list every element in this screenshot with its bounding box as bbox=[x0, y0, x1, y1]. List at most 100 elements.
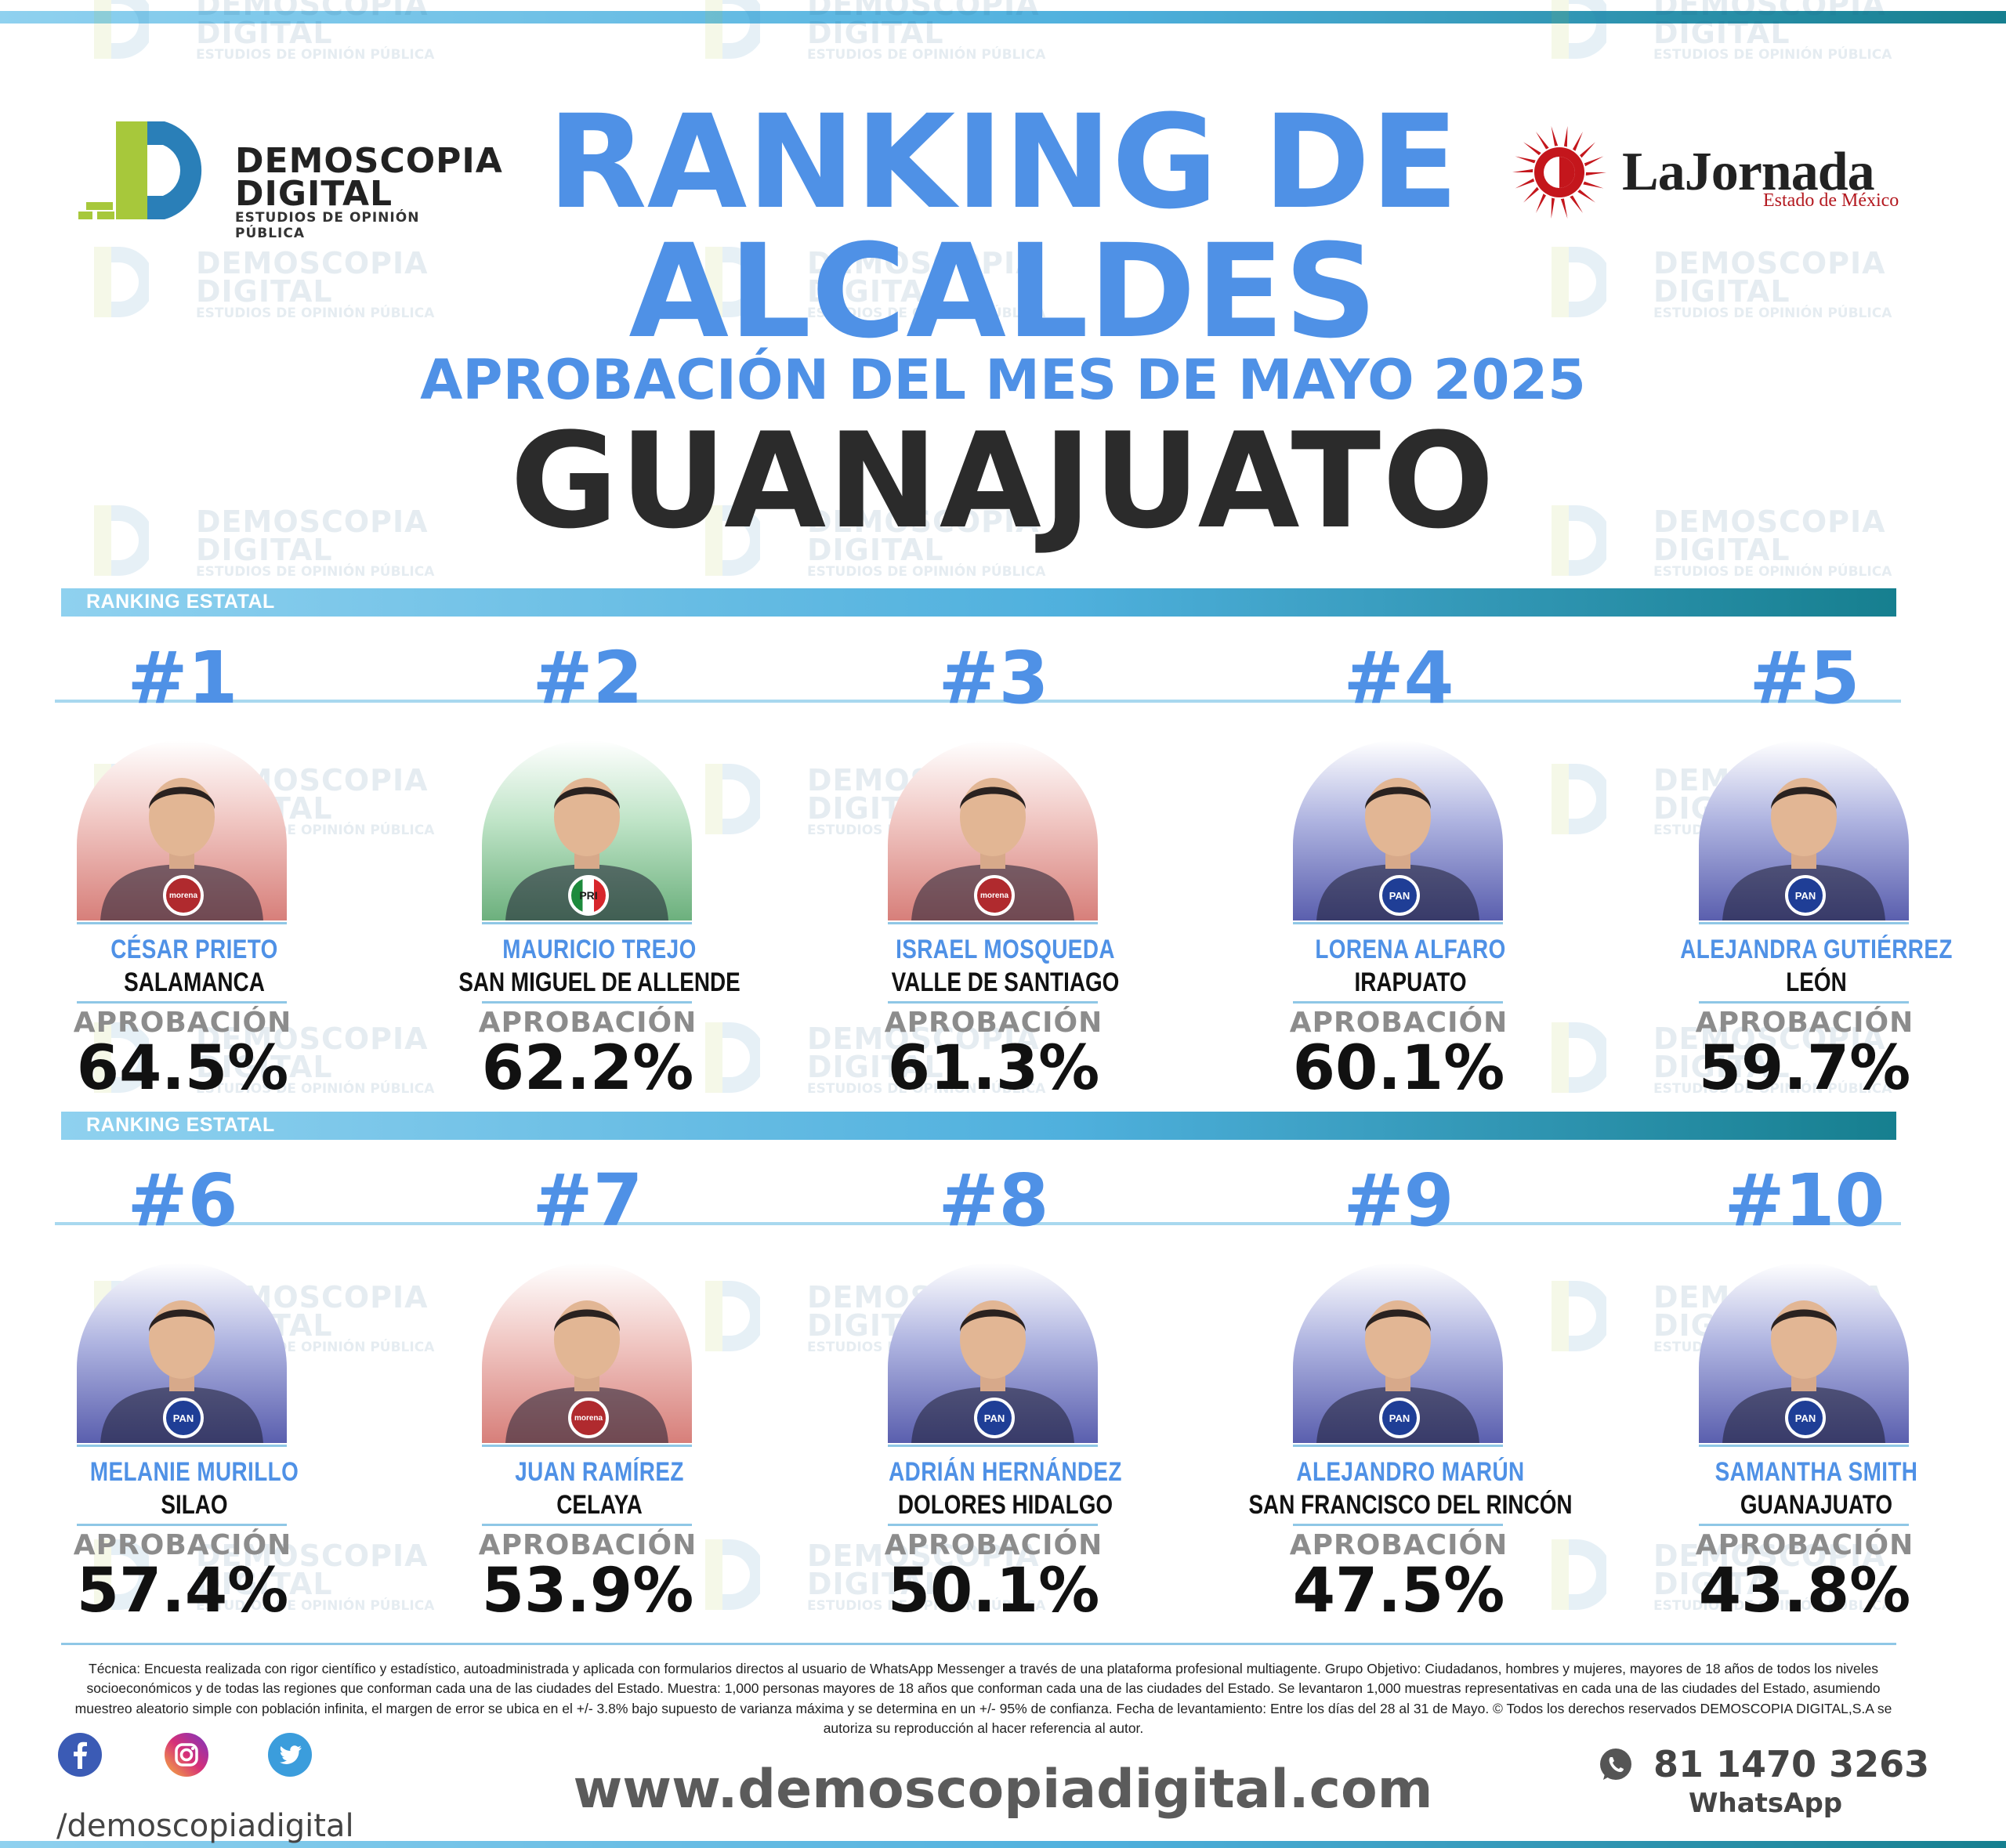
approval-value: 53.9% bbox=[481, 1556, 694, 1626]
rank-divider-1 bbox=[55, 700, 1901, 703]
mayor-city: SILAO bbox=[161, 1490, 228, 1520]
city-divider bbox=[1293, 1524, 1503, 1526]
name-divider bbox=[482, 1445, 692, 1447]
mayor-card: PAN ALEJANDRA GUTIÉRREZ LEÓN APROBACIÓN 59.7… bbox=[1675, 740, 1957, 1108]
mayor-card: morena CÉSAR PRIETO SALAMANCA APROBACIÓN 64.… bbox=[53, 740, 335, 1108]
instagram-icon[interactable] bbox=[165, 1733, 208, 1777]
party-badge-icon: PAN bbox=[1379, 875, 1420, 916]
rank-number: #10 bbox=[1724, 1159, 1885, 1242]
la-jornada-logo: LaJornada Estado de México bbox=[1508, 121, 1900, 231]
mayor-card: PRI MAURICIO TREJO SAN MIGUEL DE ALLENDE AP… bbox=[458, 740, 740, 1108]
approval-label: APROBACIÓN bbox=[884, 1007, 1103, 1039]
name-divider bbox=[1699, 922, 1909, 924]
approval-value: 60.1% bbox=[1292, 1033, 1505, 1104]
rank-number: #8 bbox=[938, 1159, 1049, 1242]
city-divider bbox=[1699, 1524, 1909, 1526]
approval-label: APROBACIÓN bbox=[478, 1529, 697, 1561]
rank-number: #3 bbox=[938, 636, 1049, 720]
approval-value: 57.4% bbox=[76, 1556, 289, 1626]
mayor-city: VALLE DE SANTIAGO bbox=[891, 967, 1120, 997]
whatsapp-icon[interactable] bbox=[1596, 1745, 1635, 1785]
mayor-portrait: PAN bbox=[1699, 740, 1909, 920]
name-divider bbox=[1293, 922, 1503, 924]
mayor-city: CELAYA bbox=[556, 1490, 643, 1520]
party-badge-icon: PAN bbox=[163, 1398, 204, 1438]
brand-tagline: ESTUDIOS DE OPINIÓN PÚBLICA bbox=[235, 210, 420, 241]
mayor-name: ISRAEL MOSQUEDA bbox=[896, 935, 1115, 964]
approval-label: APROBACIÓN bbox=[73, 1529, 292, 1561]
party-badge-icon: morena bbox=[163, 875, 204, 916]
mayor-name: SAMANTHA SMITH bbox=[1715, 1457, 1918, 1487]
approval-label: APROBACIÓN bbox=[1695, 1529, 1914, 1561]
rank-divider-2 bbox=[55, 1222, 1901, 1225]
mayor-card: morena ISRAEL MOSQUEDA VALLE DE SANTIAGO AP… bbox=[864, 740, 1146, 1108]
mayor-city: DOLORES HIDALGO bbox=[897, 1490, 1113, 1520]
phone-number[interactable]: 81 1470 3263 bbox=[1653, 1743, 1930, 1785]
mayor-name: ALEJANDRA GUTIÉRREZ bbox=[1680, 935, 1953, 964]
mayor-name: JUAN RAMÍREZ bbox=[515, 1457, 684, 1487]
city-divider bbox=[888, 1001, 1098, 1004]
party-badge-icon: PAN bbox=[1785, 875, 1826, 916]
section-label: RANKING ESTATAL bbox=[86, 1114, 275, 1136]
mayor-portrait: morena bbox=[888, 740, 1098, 920]
mayor-city: GUANAJUATO bbox=[1740, 1490, 1893, 1520]
mayor-card: morena JUAN RAMÍREZ CELAYA APROBACIÓN 53.9% bbox=[458, 1263, 740, 1631]
page-subtitle: APROBACIÓN DEL MES DE MAYO 2025 bbox=[420, 348, 1586, 412]
rank-number: #2 bbox=[532, 636, 643, 720]
name-divider bbox=[1293, 1445, 1503, 1447]
mayor-portrait: PRI bbox=[482, 740, 692, 920]
mayor-card: PAN LORENA ALFARO IRAPUATO APROBACIÓN 60.1% bbox=[1269, 740, 1552, 1108]
facebook-icon[interactable] bbox=[58, 1733, 102, 1777]
mayor-portrait: PAN bbox=[888, 1263, 1098, 1443]
name-divider bbox=[1699, 1445, 1909, 1447]
social-handle[interactable]: /demoscopiadigital bbox=[56, 1808, 354, 1844]
section-bar-1: RANKING ESTATAL bbox=[61, 588, 1896, 617]
city-divider bbox=[1699, 1001, 1909, 1004]
mayor-portrait: morena bbox=[77, 740, 287, 920]
rank-number: #5 bbox=[1749, 636, 1860, 720]
mayor-name: CÉSAR PRIETO bbox=[110, 935, 278, 964]
demoscopia-d-icon bbox=[78, 121, 202, 219]
city-divider bbox=[888, 1524, 1098, 1526]
city-divider bbox=[482, 1001, 692, 1004]
page-title-line1: RANKING DE bbox=[547, 87, 1459, 237]
section-bar-2: RANKING ESTATAL bbox=[61, 1112, 1896, 1140]
partner-name: LaJornada bbox=[1622, 142, 1875, 202]
mayor-name: MELANIE MURILLO bbox=[89, 1457, 299, 1487]
twitter-icon[interactable] bbox=[268, 1733, 312, 1777]
mayor-portrait: PAN bbox=[1293, 740, 1503, 920]
approval-value: 47.5% bbox=[1292, 1556, 1505, 1626]
bottom-accent-bar bbox=[0, 1841, 2006, 1848]
party-badge-icon: morena bbox=[974, 875, 1015, 916]
name-divider bbox=[77, 1445, 287, 1447]
name-divider bbox=[77, 922, 287, 924]
sun-emblem-icon bbox=[1512, 125, 1606, 219]
section-label: RANKING ESTATAL bbox=[86, 591, 275, 613]
approval-label: APROBACIÓN bbox=[478, 1007, 697, 1039]
approval-value: 43.8% bbox=[1698, 1556, 1911, 1626]
name-divider bbox=[482, 922, 692, 924]
mayor-portrait: PAN bbox=[1293, 1263, 1503, 1443]
approval-label: APROBACIÓN bbox=[884, 1529, 1103, 1561]
name-divider bbox=[888, 1445, 1098, 1447]
approval-label: APROBACIÓN bbox=[1289, 1529, 1508, 1561]
mayor-card: PAN ALEJANDRO MARÚN SAN FRANCISCO DEL RINC… bbox=[1248, 1263, 1573, 1631]
mayor-card: PAN MELANIE MURILLO SILAO APROBACIÓN 57.4% bbox=[53, 1263, 335, 1631]
party-badge-icon: morena bbox=[568, 1398, 609, 1438]
partner-subtitle: Estado de México bbox=[1763, 190, 1899, 211]
mayor-city: SALAMANCA bbox=[124, 967, 265, 997]
mayor-city: SAN FRANCISCO DEL RINCÓN bbox=[1248, 1490, 1573, 1520]
demoscopia-logo: DEMOSCOPIA DIGITAL ESTUDIOS DE OPINIÓN P… bbox=[78, 118, 502, 241]
party-badge-icon: PAN bbox=[1379, 1398, 1420, 1438]
mayor-card: PAN SAMANTHA SMITH GUANAJUATO APROBACIÓN 43.… bbox=[1675, 1263, 1957, 1631]
methodology-text: Técnica: Encuesta realizada con rigor ci… bbox=[74, 1661, 1892, 1737]
rank-number: #7 bbox=[532, 1159, 643, 1242]
mayor-portrait: PAN bbox=[77, 1263, 287, 1443]
mayor-name: MAURICIO TREJO bbox=[502, 935, 697, 964]
rank-number: #9 bbox=[1343, 1159, 1454, 1242]
whatsapp-label: WhatsApp bbox=[1689, 1788, 1843, 1819]
mayor-card: PAN ADRIÁN HERNÁNDEZ DOLORES HIDALGO APROBA… bbox=[864, 1263, 1146, 1631]
website-link[interactable]: www.demoscopiadigital.com bbox=[573, 1759, 1433, 1821]
approval-value: 62.2% bbox=[481, 1033, 694, 1104]
rank-number: #6 bbox=[127, 1159, 238, 1242]
